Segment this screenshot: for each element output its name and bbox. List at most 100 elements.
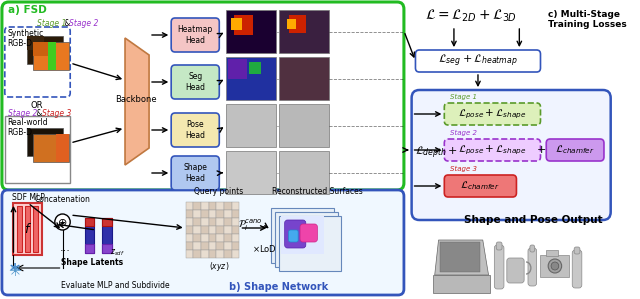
Text: $\mathcal{L}_{chamfer}$: $\mathcal{L}_{chamfer}$ (556, 144, 595, 156)
Bar (232, 234, 239, 242)
Text: &: & (34, 109, 44, 118)
Bar (209, 202, 216, 210)
Bar (17, 206, 22, 252)
Bar (25, 206, 30, 252)
Text: Real-world
RGB-D: Real-world RGB-D (8, 118, 48, 138)
Text: $f$: $f$ (24, 222, 32, 236)
Text: $\oplus$: $\oplus$ (58, 216, 68, 228)
Polygon shape (433, 275, 490, 293)
Bar (102, 218, 111, 226)
Text: Pose
Head: Pose Head (185, 120, 205, 140)
FancyBboxPatch shape (2, 190, 404, 295)
Text: Stage 2: Stage 2 (8, 109, 37, 118)
Text: $\mathcal{L}_{pose} + \mathcal{L}_{shape}$: $\mathcal{L}_{pose} + \mathcal{L}_{shape… (458, 107, 527, 121)
Bar (102, 244, 111, 253)
FancyBboxPatch shape (530, 245, 534, 252)
Text: Stage 3: Stage 3 (42, 109, 72, 118)
Text: ✳: ✳ (8, 264, 20, 279)
Bar (84, 244, 94, 253)
Text: Reconstructed Surfaces: Reconstructed Surfaces (272, 187, 363, 196)
Bar (56, 134, 69, 162)
Text: Stage 3: Stage 3 (450, 166, 477, 172)
Polygon shape (435, 240, 488, 275)
Bar (216, 250, 224, 258)
Bar (201, 226, 209, 234)
Bar (27, 36, 44, 50)
Text: Evaluate MLP and Subdivide: Evaluate MLP and Subdivide (61, 281, 170, 290)
Bar (216, 202, 224, 210)
Bar (33, 206, 38, 252)
Bar (231, 18, 243, 30)
Text: Backbone: Backbone (115, 95, 156, 104)
Text: Seg
Head: Seg Head (185, 72, 205, 92)
Text: $z_{sdf}$: $z_{sdf}$ (110, 248, 125, 259)
Bar (226, 10, 276, 53)
Bar (201, 202, 209, 210)
Bar (279, 151, 329, 194)
Bar (281, 216, 324, 254)
Text: ...: ... (60, 243, 71, 253)
Bar (224, 242, 232, 250)
Bar (27, 128, 63, 156)
Bar (234, 15, 253, 35)
Bar (224, 226, 232, 234)
FancyBboxPatch shape (171, 18, 220, 52)
Bar (279, 216, 341, 271)
Bar (186, 210, 193, 218)
FancyBboxPatch shape (547, 139, 604, 161)
Bar (216, 242, 224, 250)
Text: Shape and Pose Output: Shape and Pose Output (465, 215, 603, 225)
FancyBboxPatch shape (171, 65, 220, 99)
Bar (193, 202, 201, 210)
Bar (216, 234, 224, 242)
Bar (287, 19, 296, 29)
Bar (226, 151, 276, 194)
FancyBboxPatch shape (572, 250, 582, 288)
FancyBboxPatch shape (444, 139, 541, 161)
Text: $\mathcal{L}_{depth}+$: $\mathcal{L}_{depth}+$ (415, 145, 459, 161)
Text: $\mathcal{L} = \mathcal{L}_{2D} + \mathcal{L}_{3D}$: $\mathcal{L} = \mathcal{L}_{2D} + \mathc… (425, 8, 517, 25)
Text: Shape Latents: Shape Latents (61, 258, 124, 267)
Bar (228, 59, 247, 79)
Text: Stage 1: Stage 1 (36, 19, 66, 28)
FancyBboxPatch shape (2, 2, 404, 190)
FancyBboxPatch shape (574, 247, 580, 254)
Bar (48, 42, 56, 70)
Bar (5, 116, 70, 183)
Bar (216, 226, 224, 234)
Bar (216, 218, 224, 226)
Bar (289, 15, 306, 33)
FancyBboxPatch shape (528, 248, 536, 286)
Text: Stage 1: Stage 1 (450, 94, 477, 100)
Bar (279, 10, 329, 53)
Text: Stage 2: Stage 2 (69, 19, 99, 28)
FancyBboxPatch shape (415, 50, 541, 72)
FancyBboxPatch shape (412, 90, 611, 220)
Bar (226, 57, 276, 100)
Bar (209, 234, 216, 242)
Bar (186, 218, 193, 226)
Bar (33, 42, 50, 56)
Bar (232, 250, 239, 258)
Text: c) Multi-Stage
Training Losses: c) Multi-Stage Training Losses (548, 10, 627, 29)
FancyBboxPatch shape (171, 113, 220, 147)
Text: SDF MLP: SDF MLP (12, 193, 45, 202)
Bar (224, 218, 232, 226)
Text: Stage 2: Stage 2 (450, 130, 477, 136)
Bar (84, 218, 94, 253)
Bar (224, 210, 232, 218)
Bar (186, 202, 193, 210)
Text: $\times$LoD: $\times$LoD (252, 242, 276, 254)
Bar (84, 218, 94, 226)
Text: +: + (537, 145, 546, 155)
Bar (33, 42, 69, 70)
Text: Shape
Head: Shape Head (183, 163, 207, 183)
Bar (275, 212, 337, 267)
Bar (224, 250, 232, 258)
Bar (232, 210, 239, 218)
FancyBboxPatch shape (5, 27, 70, 97)
FancyBboxPatch shape (444, 103, 541, 125)
Bar (279, 104, 329, 147)
Bar (186, 226, 193, 234)
Bar (224, 234, 232, 242)
